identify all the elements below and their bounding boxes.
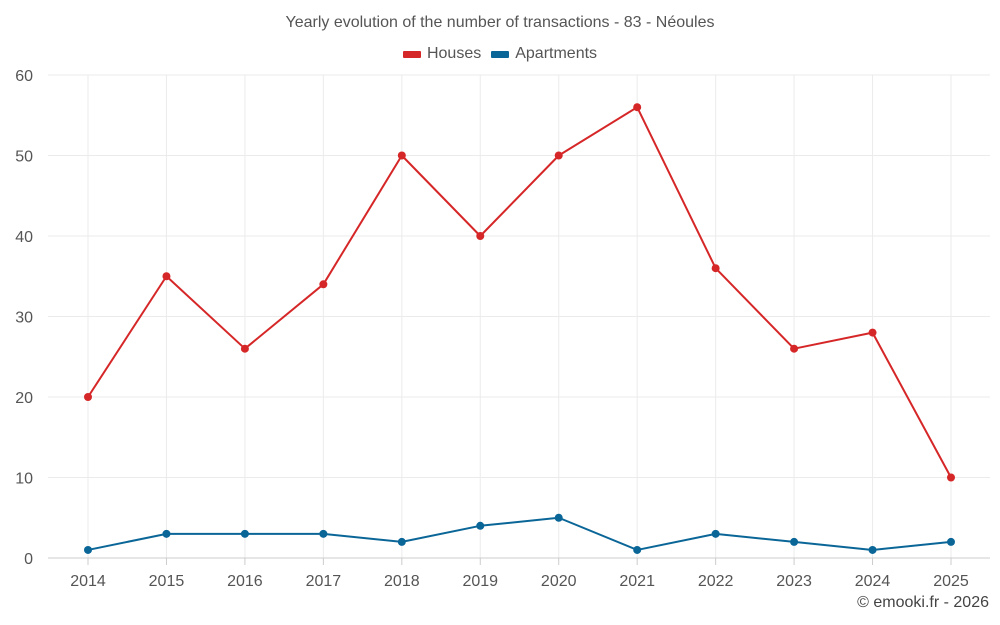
- data-point-apartments-2025[interactable]: [947, 537, 955, 546]
- x-tick-label-2016: 2016: [227, 573, 263, 590]
- data-point-apartments-2023[interactable]: [790, 537, 799, 546]
- y-tick-label-50: 50: [15, 149, 33, 166]
- data-point-apartments-2017[interactable]: [319, 529, 328, 538]
- data-point-houses-2025[interactable]: [947, 473, 955, 482]
- y-tick-label-60: 60: [15, 68, 33, 85]
- x-tick-label-2025: 2025: [933, 573, 969, 590]
- x-tick-label-2021: 2021: [619, 573, 655, 590]
- data-point-houses-2021[interactable]: [633, 103, 642, 112]
- data-point-apartments-2022[interactable]: [711, 529, 720, 538]
- data-point-apartments-2018[interactable]: [397, 537, 406, 546]
- legend-swatch-apartments: [491, 50, 510, 58]
- data-point-apartments-2019[interactable]: [476, 521, 485, 530]
- legend-label-apartments: Apartments: [515, 45, 598, 62]
- chart-title: Yearly evolution of the number of transa…: [285, 14, 715, 31]
- series-line-apartments: [87, 516, 952, 551]
- x-tick-label-2023: 2023: [776, 573, 812, 590]
- x-tick-label-2018: 2018: [384, 573, 420, 590]
- credit-text: © emooki.fr - 2026: [857, 594, 989, 611]
- data-point-houses-2023[interactable]: [790, 344, 799, 353]
- y-tick-label-0: 0: [24, 551, 33, 568]
- data-point-houses-2015[interactable]: [162, 272, 171, 281]
- x-tick-label-2020: 2020: [541, 573, 577, 590]
- data-point-houses-2018[interactable]: [397, 151, 406, 160]
- legend-item-houses[interactable]: Houses: [402, 45, 482, 63]
- data-point-houses-2022[interactable]: [711, 264, 720, 273]
- data-point-apartments-2015[interactable]: [162, 529, 171, 538]
- legend-swatch-houses: [402, 50, 421, 58]
- data-point-houses-2017[interactable]: [319, 280, 328, 289]
- data-point-apartments-2014[interactable]: [84, 545, 92, 554]
- x-tick-label-2014: 2014: [70, 573, 106, 590]
- x-tick-label-2015: 2015: [149, 573, 185, 590]
- y-tick-label-40: 40: [15, 229, 33, 246]
- data-point-apartments-2021[interactable]: [633, 545, 642, 554]
- data-point-apartments-2024[interactable]: [868, 545, 877, 554]
- data-point-apartments-2020[interactable]: [554, 513, 563, 522]
- legend: Houses Apartments: [0, 45, 1000, 63]
- y-tick-label-30: 30: [15, 310, 33, 327]
- data-point-houses-2016[interactable]: [240, 344, 249, 353]
- data-point-houses-2019[interactable]: [476, 232, 485, 240]
- legend-label-houses: Houses: [426, 45, 482, 62]
- data-point-houses-2014[interactable]: [84, 393, 92, 401]
- legend-item-apartments[interactable]: Apartments: [491, 45, 597, 63]
- x-tick-label-2017: 2017: [306, 573, 342, 590]
- data-point-houses-2020[interactable]: [554, 151, 563, 160]
- x-tick-label-2019: 2019: [462, 573, 498, 590]
- data-point-apartments-2016[interactable]: [240, 529, 249, 538]
- y-tick-label-10: 10: [15, 471, 33, 488]
- series-line-houses: [87, 106, 952, 478]
- data-point-houses-2024[interactable]: [868, 328, 877, 337]
- y-tick-label-20: 20: [15, 390, 33, 407]
- x-tick-label-2022: 2022: [698, 573, 734, 590]
- x-tick-label-2024: 2024: [855, 573, 891, 590]
